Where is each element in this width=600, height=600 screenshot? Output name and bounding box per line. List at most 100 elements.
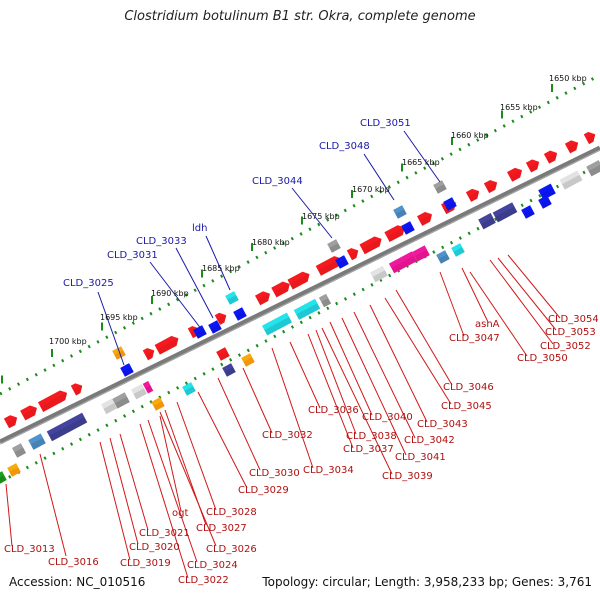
gene-label[interactable]: CLD_3050 xyxy=(517,353,568,364)
gene-box xyxy=(318,293,332,308)
gene-highlight xyxy=(315,256,342,271)
gene-label[interactable]: CLD_3025 xyxy=(63,278,114,289)
gene-box xyxy=(335,255,349,269)
gene-highlight xyxy=(112,346,124,355)
label-leader-line xyxy=(99,441,131,561)
gene-label[interactable]: CLD_3041 xyxy=(395,452,446,463)
gene-label[interactable]: ogt xyxy=(172,508,188,519)
gene-highlight xyxy=(151,397,163,406)
label-leader-line xyxy=(489,259,554,345)
gene-highlight xyxy=(142,381,151,389)
gene-label[interactable]: CLD_3026 xyxy=(206,544,257,555)
gene-box xyxy=(182,382,196,396)
gene-label[interactable]: CLD_3019 xyxy=(120,558,171,569)
gene-label[interactable]: CLD_3043 xyxy=(417,419,468,430)
gene-label[interactable]: CLD_3034 xyxy=(303,465,354,476)
gene-label[interactable]: CLD_3022 xyxy=(178,575,229,586)
label-leader-line xyxy=(321,327,393,475)
gene-label[interactable]: CLD_3039 xyxy=(382,471,433,482)
gene-box xyxy=(112,392,130,409)
gene-highlight xyxy=(465,188,479,197)
gene-highlight xyxy=(318,293,329,302)
label-leader-line xyxy=(39,453,67,557)
gene-box xyxy=(393,205,407,219)
gene-highlight xyxy=(401,221,413,230)
gene-highlight xyxy=(262,312,290,331)
gene-label[interactable]: CLD_3046 xyxy=(443,382,494,393)
gene-box xyxy=(538,183,556,200)
gene-highlight xyxy=(255,291,270,300)
label-leader-line xyxy=(149,261,203,331)
gene-label[interactable]: CLD_3054 xyxy=(548,314,599,325)
gene-label[interactable]: CLD_3052 xyxy=(540,341,591,352)
gene-box xyxy=(401,221,415,235)
gene-label[interactable]: CLD_3024 xyxy=(187,560,238,571)
label-leader-line xyxy=(205,235,231,291)
gene-highlight xyxy=(583,132,595,139)
gene-highlight xyxy=(412,245,427,257)
gene-highlight xyxy=(543,150,557,159)
gene-label[interactable]: CLD_3031 xyxy=(107,250,158,261)
label-leader-line xyxy=(176,401,217,511)
gene-label[interactable]: CLD_3038 xyxy=(346,431,397,442)
gene-label[interactable]: CLD_3030 xyxy=(249,468,300,479)
gene-highlight xyxy=(38,390,67,407)
gene-label[interactable]: CLD_3021 xyxy=(139,528,190,539)
gene-highlight xyxy=(521,205,533,214)
gene-label[interactable]: CLD_3028 xyxy=(206,507,257,518)
ruler-label: 1670 kbp xyxy=(352,185,390,194)
gene-label[interactable]: CLD_3032 xyxy=(262,430,313,441)
gene-box xyxy=(521,205,535,219)
gene-label[interactable]: CLD_3051 xyxy=(360,118,411,129)
label-leader-line xyxy=(307,333,354,449)
gene-highlight xyxy=(28,433,43,445)
gene-highlight xyxy=(538,183,553,195)
gene-label[interactable]: CLD_3042 xyxy=(404,435,455,446)
label-leader-line xyxy=(147,419,198,563)
label-leader-line xyxy=(507,254,561,319)
gene-highlight xyxy=(417,211,432,221)
gene-label[interactable]: CLD_3040 xyxy=(362,412,413,423)
gene-highlight xyxy=(241,353,253,362)
genome-backbone xyxy=(0,145,600,445)
gene-label[interactable]: CLD_3037 xyxy=(343,444,394,455)
gene-label[interactable]: CLD_3020 xyxy=(129,542,180,553)
label-leader-line xyxy=(139,423,189,579)
label-leader-line xyxy=(242,367,273,434)
gene-label[interactable]: CLD_3045 xyxy=(441,401,492,412)
gene-label[interactable]: asnA xyxy=(475,319,500,330)
gene-box xyxy=(7,463,21,477)
gene-label[interactable]: CLD_3053 xyxy=(545,327,596,338)
gene-label[interactable]: CLD_3033 xyxy=(136,236,187,247)
gene-label[interactable]: CLD_3016 xyxy=(48,557,99,568)
gene-box xyxy=(208,320,222,334)
label-leader-line xyxy=(395,289,453,386)
gene-label[interactable]: CLD_3048 xyxy=(319,141,370,152)
gene-label[interactable]: ldh xyxy=(192,223,207,234)
label-leader-line xyxy=(289,341,321,409)
gene-highlight xyxy=(293,298,318,315)
gene-box xyxy=(38,390,68,412)
label-leader-line xyxy=(109,437,139,545)
label-leader-line xyxy=(315,329,357,435)
gene-box xyxy=(241,353,255,367)
accession-text: Accession: NC_010516 xyxy=(9,575,146,589)
genome-backbone-highlight xyxy=(0,149,600,445)
gene-highlight xyxy=(538,195,550,204)
gene-label[interactable]: CLD_3036 xyxy=(308,405,359,416)
gene-box xyxy=(233,307,247,321)
ruler-label: 1660 kbp xyxy=(451,131,489,140)
gene-label[interactable]: CLD_3029 xyxy=(238,485,289,496)
genome-summary-text: Topology: circular; Length: 3,958,233 bp… xyxy=(262,575,592,589)
gene-box xyxy=(370,265,388,283)
gene-highlight xyxy=(216,347,228,356)
gene-label[interactable]: CLD_3027 xyxy=(196,523,247,534)
gene-label[interactable]: CLD_3047 xyxy=(449,333,500,344)
gene-label[interactable]: CLD_3013 xyxy=(4,544,55,555)
label-leader-line xyxy=(439,271,465,337)
gene-highlight xyxy=(564,140,578,149)
label-leader-line xyxy=(197,391,248,489)
gene-box xyxy=(20,405,37,421)
gene-label[interactable]: CLD_3044 xyxy=(252,176,303,187)
gene-box xyxy=(3,415,18,429)
